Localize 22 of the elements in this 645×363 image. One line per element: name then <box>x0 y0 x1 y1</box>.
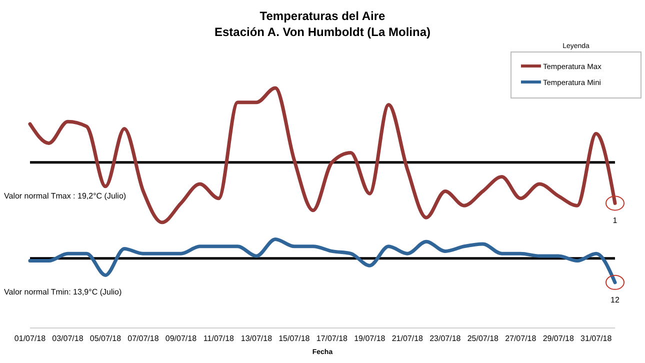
annotation: 12 <box>610 295 620 304</box>
annotation: Valor normal Tmax : 19,2°C (Julio) <box>4 191 126 200</box>
x-tick-label: 27/07/18 <box>505 334 537 343</box>
x-tick-label: 31/07/18 <box>580 334 612 343</box>
annotation: Valor normal Tmin: 13,9°C (Julio) <box>4 287 122 296</box>
chart-subtitle: Estación A. Von Humboldt (La Molina) <box>214 25 430 39</box>
x-tick-label: 17/07/18 <box>316 334 348 343</box>
x-tick-label: 23/07/18 <box>430 334 462 343</box>
x-tick-label: 19/07/18 <box>354 334 386 343</box>
x-tick-label: 15/07/18 <box>278 334 310 343</box>
x-tick-label: 29/07/18 <box>542 334 575 343</box>
x-tick-label: 13/07/18 <box>240 334 273 343</box>
chart-title: Temperaturas del Aire <box>260 9 386 23</box>
x-tick-label: 03/07/18 <box>52 334 84 343</box>
x-tick-label: 09/07/18 <box>165 334 198 343</box>
annotation: 1 <box>612 216 618 226</box>
x-tick-label: 07/07/18 <box>128 334 160 343</box>
x-tick-label: 01/07/18 <box>14 334 46 343</box>
x-tick-label: 21/07/18 <box>392 334 424 343</box>
x-tick-label: 25/07/18 <box>467 334 500 343</box>
x-tick-label: 05/07/18 <box>90 334 122 343</box>
x-tick-label: 11/07/18 <box>203 334 235 343</box>
